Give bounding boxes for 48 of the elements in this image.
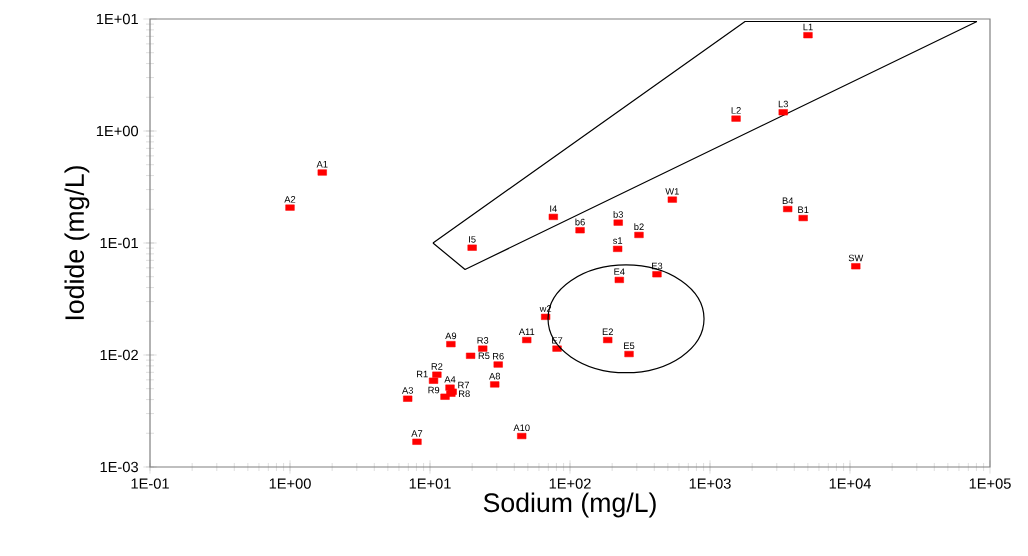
annotation: R5 <box>478 352 490 360</box>
annotation: R1 <box>417 370 428 378</box>
annotation: I4 <box>550 205 557 212</box>
annotation: A1 <box>316 161 328 168</box>
annotation: A7 <box>411 430 423 437</box>
annotation: E3 <box>652 262 663 270</box>
annotation: E2 <box>602 328 613 336</box>
annotation: A9 <box>445 332 457 340</box>
annotation: R8 <box>459 390 470 398</box>
annotation: R3 <box>477 337 489 344</box>
x-tick-label: 1E-01 <box>131 478 169 489</box>
annotation: B4 <box>782 197 794 204</box>
annotation: R9 <box>428 386 440 394</box>
annotation: L3 <box>778 100 788 108</box>
annotation: s1 <box>612 237 623 244</box>
y-tick-label: 1E+00 <box>96 125 139 137</box>
x-tick-label: 1E+02 <box>549 478 591 489</box>
annotation: L2 <box>731 107 741 114</box>
annotation: W1 <box>665 188 679 195</box>
annotation: b6 <box>575 218 585 226</box>
annotation: B1 <box>798 206 809 213</box>
x-axis-title: Sodium (mg/L) <box>483 492 656 518</box>
annotation: A10 <box>513 424 530 432</box>
annotation: E4 <box>614 268 625 275</box>
x-tick-label: 1E+03 <box>689 478 731 489</box>
x-tick-label: 1E+05 <box>969 478 1011 489</box>
annotation: A11 <box>518 328 535 335</box>
y-tick-label: 1E-01 <box>100 237 138 249</box>
annotation: R6 <box>493 352 504 360</box>
annotation: A4 <box>444 376 456 383</box>
annotation: L1 <box>803 23 813 31</box>
annotation: b2 <box>634 223 644 231</box>
annotation: I5 <box>469 236 476 243</box>
x-tick-label: 1E+01 <box>409 478 451 489</box>
annotation: A2 <box>284 196 296 203</box>
annotation: R2 <box>431 363 443 370</box>
annotation: R7 <box>458 381 470 389</box>
annotation: A8 <box>489 372 501 380</box>
x-tick-label: 1E+00 <box>269 478 311 489</box>
annotation: SW <box>848 254 864 262</box>
annotation: b3 <box>613 210 623 218</box>
y-axis-title: Iodide (mg/L) <box>64 166 90 320</box>
y-tick-label: 1E-02 <box>100 349 138 361</box>
annotation: A3 <box>402 387 413 394</box>
annotation: E5 <box>624 342 635 350</box>
y-tick-label: 1E+01 <box>96 13 138 25</box>
y-tick-label: 1E-03 <box>100 461 138 473</box>
x-tick-label: 1E+04 <box>829 478 871 489</box>
